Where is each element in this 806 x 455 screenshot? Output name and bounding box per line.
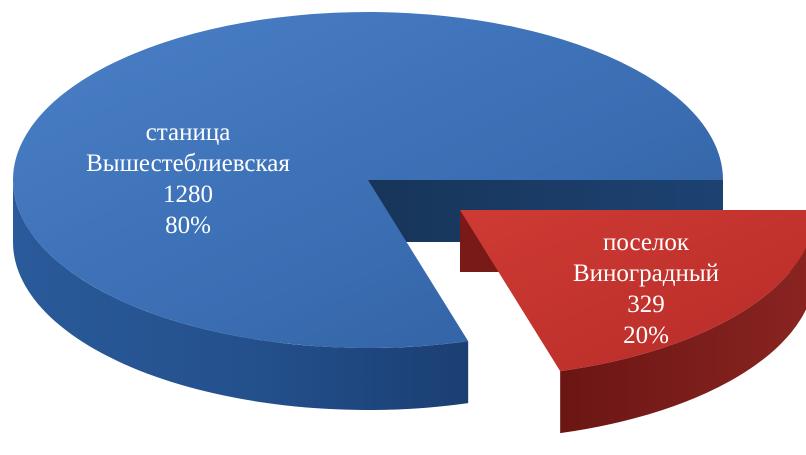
- slice-label-0-name-line: Вышестеблиевская: [86, 150, 290, 177]
- slice-label-0: станица Вышестеблиевская 1280 80%: [86, 119, 290, 239]
- slice-label-1: поселок Виноградный 329 20%: [573, 229, 719, 349]
- pie-slice-0-side: [13, 180, 469, 410]
- slice-label-1-value: 329: [627, 291, 665, 318]
- pie-slice-1-side: [560, 247, 806, 434]
- slice-label-0-value: 1280: [163, 181, 213, 208]
- pie-slice-0-top: [12, 12, 724, 349]
- slice-label-1-percent: 20%: [623, 322, 669, 349]
- slice-label-1-name-line: поселок: [603, 229, 690, 256]
- pie-slice-1-top: [460, 210, 806, 372]
- slice-label-1-name-line: Виноградный: [573, 260, 719, 287]
- pie-slice-0: [12, 12, 724, 410]
- slice-label-0-percent: 80%: [165, 212, 211, 239]
- pie-slice-1: [460, 210, 806, 434]
- slice-label-0-name-line: станица: [146, 119, 231, 146]
